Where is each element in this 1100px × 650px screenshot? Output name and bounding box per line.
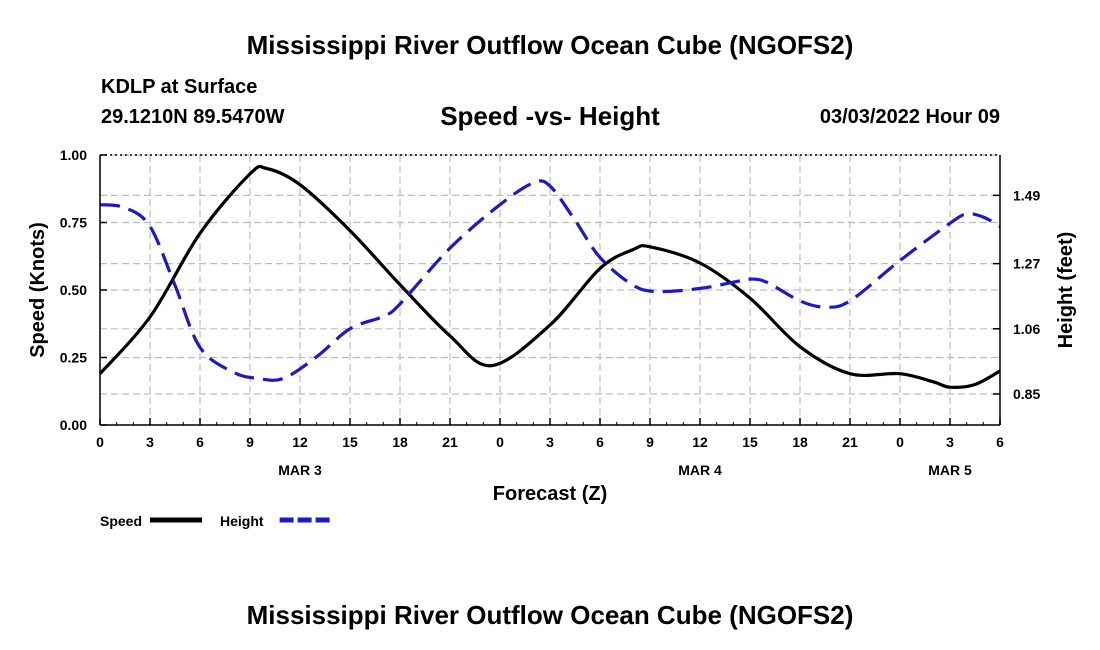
x-tick-label: 9 [646, 434, 654, 450]
y-tick-label: 0.50 [60, 282, 87, 298]
x-tick-label: 6 [196, 434, 204, 450]
x-tick-label: 3 [946, 434, 954, 450]
footer-title: Mississippi River Outflow Ocean Cube (NG… [246, 600, 854, 630]
x-tick-label: 21 [442, 434, 458, 450]
y-axis-title: Speed (Knots) [27, 222, 49, 358]
y2-axis-title: Height (feet) [1055, 232, 1077, 349]
x-tick-label: 6 [996, 434, 1004, 450]
date-label: MAR 5 [928, 462, 972, 478]
y-tick-label: 0.25 [60, 350, 87, 366]
legend-label-speed: Speed [100, 513, 142, 529]
x-axis-title: Forecast (Z) [493, 483, 607, 505]
legend-label-height: Height [220, 513, 264, 529]
x-tick-label: 12 [292, 434, 308, 450]
x-tick-label: 18 [392, 434, 408, 450]
x-tick-label: 12 [692, 434, 708, 450]
axes-layer [99, 154, 1001, 426]
labels-layer: 0 3 6 9 12 15 18 21 0 3 6 9 12 15 18 21 0 3 6 0.00 0.25 0.50 0… [27, 147, 1077, 505]
y-tick-label: 1.00 [60, 147, 87, 163]
chart-title: Mississippi River Outflow Ocean Cube (NG… [246, 30, 854, 60]
y2-tick-label: 0.85 [1013, 386, 1040, 402]
x-tick-label: 18 [792, 434, 808, 450]
x-tick-label: 0 [96, 434, 104, 450]
y2-tick-label: 1.06 [1013, 321, 1040, 337]
x-tick-label: 0 [496, 434, 504, 450]
y2-tick-label: 1.49 [1013, 187, 1040, 203]
forecast-datetime: 03/03/2022 Hour 09 [819, 106, 1000, 128]
date-label: MAR 3 [278, 462, 322, 478]
x-tick-label: 21 [842, 434, 858, 450]
x-tick-label: 0 [896, 434, 904, 450]
series-line-speed [98, 164, 1001, 389]
date-label: MAR 4 [678, 462, 722, 478]
station-label: KDLP at Surface [101, 76, 258, 98]
x-tick-label: 15 [742, 434, 758, 450]
x-tick-label: 3 [546, 434, 554, 450]
y2-tick-label: 1.27 [1013, 256, 1040, 272]
series-layer [98, 164, 1001, 389]
series-line-height [99, 179, 1001, 382]
station-coordinates: 29.1210N 89.5470W [101, 106, 285, 128]
legend-layer: Speed Height [100, 513, 332, 529]
x-tick-label: 9 [246, 434, 254, 450]
x-tick-label: 3 [146, 434, 154, 450]
y-tick-label: 0.00 [60, 417, 87, 433]
chart-subtitle: Speed -vs- Height [440, 101, 660, 131]
y-tick-label: 0.75 [60, 215, 87, 231]
x-tick-label: 15 [342, 434, 358, 450]
x-tick-label: 6 [596, 434, 604, 450]
